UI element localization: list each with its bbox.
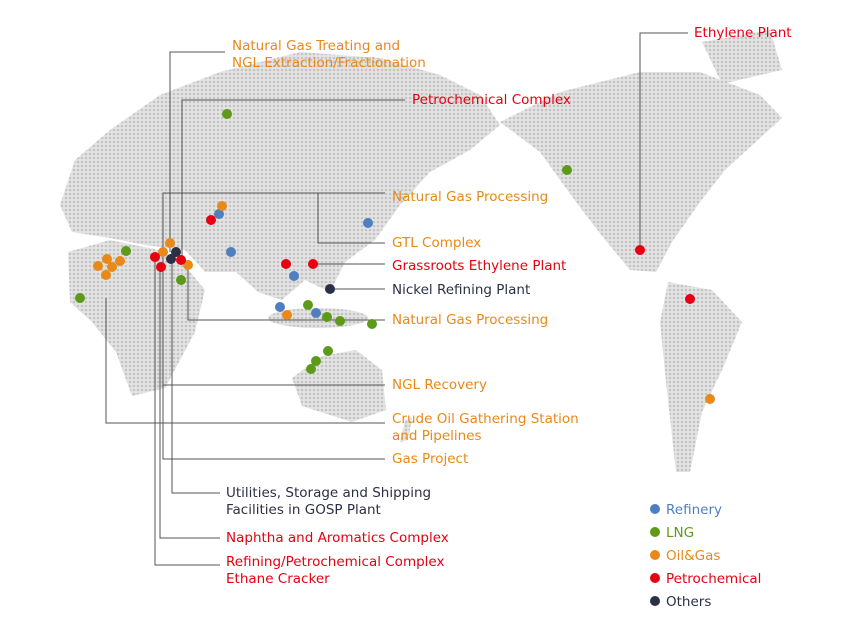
project-dot: [166, 254, 176, 264]
project-dot: [115, 256, 125, 266]
project-dot: [222, 109, 232, 119]
project-label: Petrochemical Complex: [412, 92, 571, 108]
project-dot: [322, 312, 332, 322]
leader-line: [639, 32, 688, 250]
legend-label: Others: [666, 594, 711, 610]
project-dot: [171, 247, 181, 257]
project-dot: [685, 294, 695, 304]
project-dot: [311, 308, 321, 318]
leader-line: [105, 298, 385, 424]
project-dot: [156, 262, 166, 272]
project-dots: [75, 109, 715, 404]
project-dot: [275, 302, 285, 312]
project-dot: [158, 247, 168, 257]
project-dot: [165, 238, 175, 248]
north-america: [500, 72, 782, 272]
new-zealand: [400, 418, 412, 442]
leader-line: [159, 266, 220, 539]
legend-label: LNG: [666, 525, 694, 541]
legend-marker: [650, 573, 660, 583]
project-label: Natural Gas Processing: [392, 312, 548, 328]
leader-line: [162, 192, 385, 250]
project-dot: [217, 201, 227, 211]
legend-label: Petrochemical: [666, 571, 761, 587]
legend-label: Refinery: [666, 502, 722, 518]
project-dot: [635, 245, 645, 255]
project-dot: [306, 364, 316, 374]
legend-label: Oil&Gas: [666, 548, 720, 564]
project-dot: [226, 247, 236, 257]
legend-marker: [650, 527, 660, 537]
project-label: Gas Project: [392, 451, 468, 467]
project-label: Naphtha and Aromatics Complex: [226, 530, 449, 546]
leader-lines: [105, 32, 688, 566]
legend-marker: [650, 550, 660, 560]
project-dot: [308, 259, 318, 269]
project-label: and Pipelines: [392, 428, 482, 444]
greenland: [702, 30, 782, 84]
project-dot: [107, 262, 117, 272]
project-dot: [289, 271, 299, 281]
project-label: NGL Extraction/Fractionation: [232, 55, 426, 71]
project-label: Natural Gas Treating and: [232, 38, 400, 54]
project-label: GTL Complex: [392, 235, 481, 251]
project-label: Ethane Cracker: [226, 571, 330, 587]
project-dot: [367, 319, 377, 329]
legend: Refinery LNG Oil&Gas Petrochemical Others: [650, 502, 761, 610]
project-dot: [325, 284, 335, 294]
project-dot: [150, 252, 160, 262]
leader-line: [154, 258, 220, 566]
project-dot: [562, 165, 572, 175]
leader-line: [317, 193, 385, 244]
project-dot: [705, 394, 715, 404]
leader-line: [187, 265, 385, 321]
leader-line: [171, 258, 220, 494]
project-dot: [183, 260, 193, 270]
project-label: Natural Gas Processing: [392, 189, 548, 205]
legend-marker: [650, 596, 660, 606]
project-dot: [93, 261, 103, 271]
project-label: Facilities in GOSP Plant: [226, 502, 381, 518]
project-dot: [101, 270, 111, 280]
project-label: NGL Recovery: [392, 377, 487, 393]
project-label: Nickel Refining Plant: [392, 282, 530, 298]
project-label: Crude Oil Gathering Station: [392, 411, 579, 427]
project-dot: [363, 218, 373, 228]
project-dot: [282, 310, 292, 320]
legend-marker: [650, 504, 660, 514]
project-dot: [121, 246, 131, 256]
project-dot: [176, 255, 186, 265]
project-dot: [176, 275, 186, 285]
project-dot: [303, 300, 313, 310]
project-dot: [281, 259, 291, 269]
leader-line: [181, 99, 405, 258]
project-label: Refining/Petrochemical Complex: [226, 554, 444, 570]
project-label: Ethylene Plant: [694, 25, 792, 41]
australia: [292, 350, 386, 422]
project-dot: [206, 215, 216, 225]
south-america: [660, 282, 742, 472]
africa: [68, 240, 205, 396]
project-label: Grassroots Ethylene Plant: [392, 258, 566, 274]
leader-line: [169, 51, 225, 252]
project-dot: [335, 316, 345, 326]
leader-line: [162, 252, 385, 460]
project-dot: [75, 293, 85, 303]
project-dot: [323, 346, 333, 356]
project-dot: [311, 356, 321, 366]
project-dot: [102, 254, 112, 264]
project-dot: [214, 209, 224, 219]
project-label: Utilities, Storage and Shipping: [226, 485, 431, 501]
